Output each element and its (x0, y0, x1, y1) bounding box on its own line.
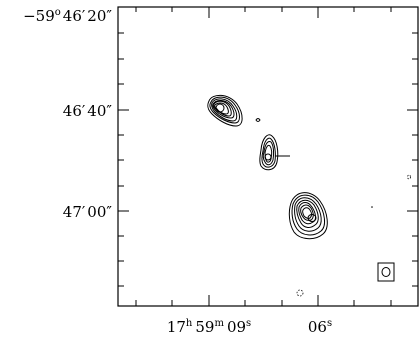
noise-dot (371, 206, 373, 208)
beam-indicator (377, 262, 395, 282)
y-tick-label-bottom: 47′ 00″ (63, 203, 113, 221)
y-tick-label-mid: 46′ 40″ (63, 102, 113, 120)
plot-frame (117, 6, 419, 307)
contour-source-lower (288, 192, 328, 240)
contour-source-middle (255, 118, 290, 171)
contour-source-upper (207, 94, 243, 127)
tick-marks (118, 7, 418, 306)
x-tick-label-right: 06s (308, 318, 332, 336)
y-tick-label-top: −59o 46′ 20″ (23, 7, 112, 25)
x-tick-label-left: 17h 59m 09s (167, 318, 251, 336)
contour-artefacts (296, 174, 411, 297)
